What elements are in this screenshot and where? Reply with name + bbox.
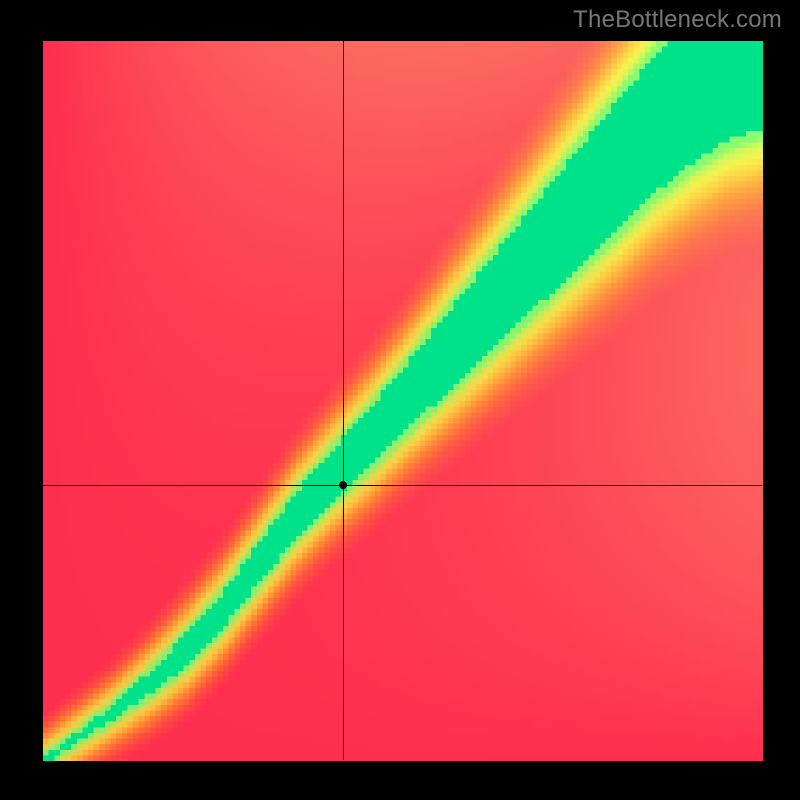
crosshair-horizontal [42, 485, 762, 486]
heatmap-canvas [43, 41, 763, 761]
stage: TheBottleneck.com [0, 0, 800, 800]
selected-point-marker [339, 481, 347, 489]
watermark-text: TheBottleneck.com [573, 6, 782, 34]
crosshair-vertical [343, 40, 344, 760]
bottleneck-heatmap [42, 40, 764, 762]
